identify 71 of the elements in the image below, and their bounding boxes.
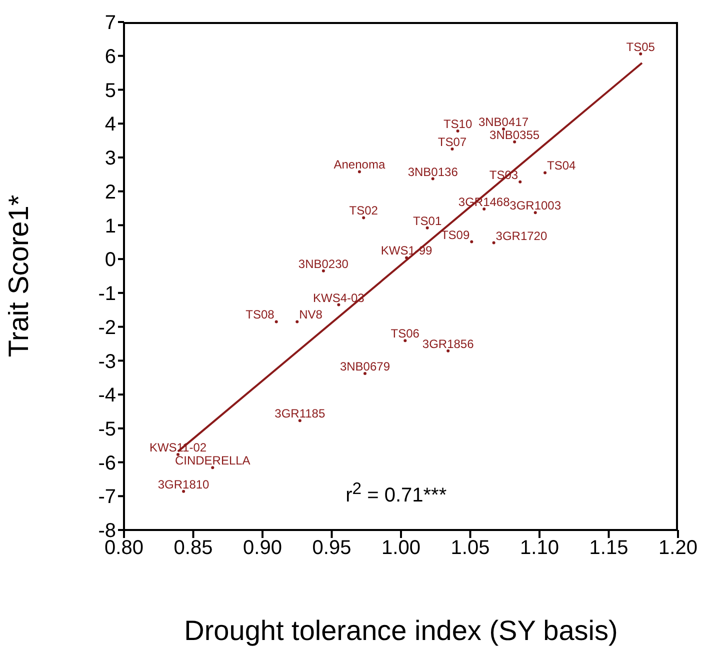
data-label: 3NB0230	[298, 256, 349, 271]
point	[362, 216, 366, 220]
data-label: TS05	[626, 40, 656, 54]
annotation: r$^{2}$ = 0.71***	[346, 479, 447, 508]
data-label: TS10	[443, 117, 472, 132]
x-tick-label: 0.85	[174, 537, 213, 560]
y-tick-label: -1	[98, 283, 116, 306]
data-label: Anenoma	[334, 158, 386, 172]
data-label: TS06	[390, 326, 420, 341]
data-label: TS04	[547, 158, 576, 173]
y-tick-label: 1	[104, 215, 116, 238]
y-tick-label: -5	[98, 418, 116, 440]
data-label: TS01	[412, 214, 442, 228]
point	[492, 241, 496, 244]
data-label: 3GR1720	[496, 228, 548, 243]
x-tick-label: 1.00	[382, 537, 420, 560]
data-label: 3NB0679	[340, 360, 390, 374]
x-tick-label: 1.15	[589, 537, 628, 560]
y-tick-label: 4	[104, 114, 116, 136]
data-label: TS07	[438, 135, 467, 149]
x-tick-label: 0.80	[104, 537, 144, 560]
y-tick-label: 7	[104, 12, 116, 34]
x-tick-label: 1.20	[658, 537, 698, 560]
data-label: 3NB0417	[478, 115, 529, 130]
point	[544, 171, 547, 174]
y-tick-label: 5	[104, 80, 116, 102]
point	[211, 466, 214, 470]
x-axis-title: Drought tolerance index (SY basis)	[184, 615, 618, 646]
point	[470, 240, 474, 244]
data-label: TS08	[246, 308, 275, 322]
y-axis-title: Trait Score1*	[2, 194, 34, 358]
point	[274, 320, 278, 324]
point	[426, 226, 429, 230]
x-tick-label: 0.90	[243, 537, 282, 560]
x-tick-label: 1.10	[520, 537, 559, 560]
data-label: 3GR1810	[158, 477, 210, 492]
point	[358, 170, 361, 174]
point	[296, 320, 299, 324]
y-tick-label: -2	[98, 316, 116, 339]
y-tick-label: 3	[104, 148, 116, 170]
x-tick-label: 0.95	[312, 537, 352, 560]
point	[404, 339, 407, 342]
data-label: TS09	[440, 228, 470, 242]
point	[298, 419, 302, 422]
point	[534, 211, 537, 214]
point	[518, 180, 522, 184]
point	[182, 490, 186, 493]
data-label: TS02	[349, 204, 378, 218]
y-tick-label: 2	[104, 181, 116, 204]
y-tick-label: -7	[98, 486, 116, 508]
y-tick-label: -6	[98, 452, 116, 474]
data-label: 3GR1185	[274, 406, 326, 421]
point	[322, 269, 325, 272]
x-tick-label: 1.05	[450, 537, 490, 560]
point	[639, 52, 642, 56]
y-tick-label: -4	[98, 384, 116, 407]
y-tick-label: 6	[104, 46, 116, 68]
data-label: 3GR1003	[510, 198, 562, 213]
data-label: CINDERELLA	[174, 454, 250, 468]
point	[513, 140, 516, 144]
data-label: 3NB0355	[490, 128, 540, 142]
data-label: 3GR1856	[422, 336, 474, 351]
point	[446, 349, 450, 352]
y-tick-label: -3	[98, 350, 116, 373]
point	[450, 148, 454, 150]
point	[363, 372, 366, 376]
y-tick-label: 0	[104, 249, 116, 272]
point	[431, 177, 434, 180]
data-label: 3NB0136	[408, 164, 458, 179]
point	[456, 130, 460, 133]
data-label: NV8	[299, 308, 323, 322]
